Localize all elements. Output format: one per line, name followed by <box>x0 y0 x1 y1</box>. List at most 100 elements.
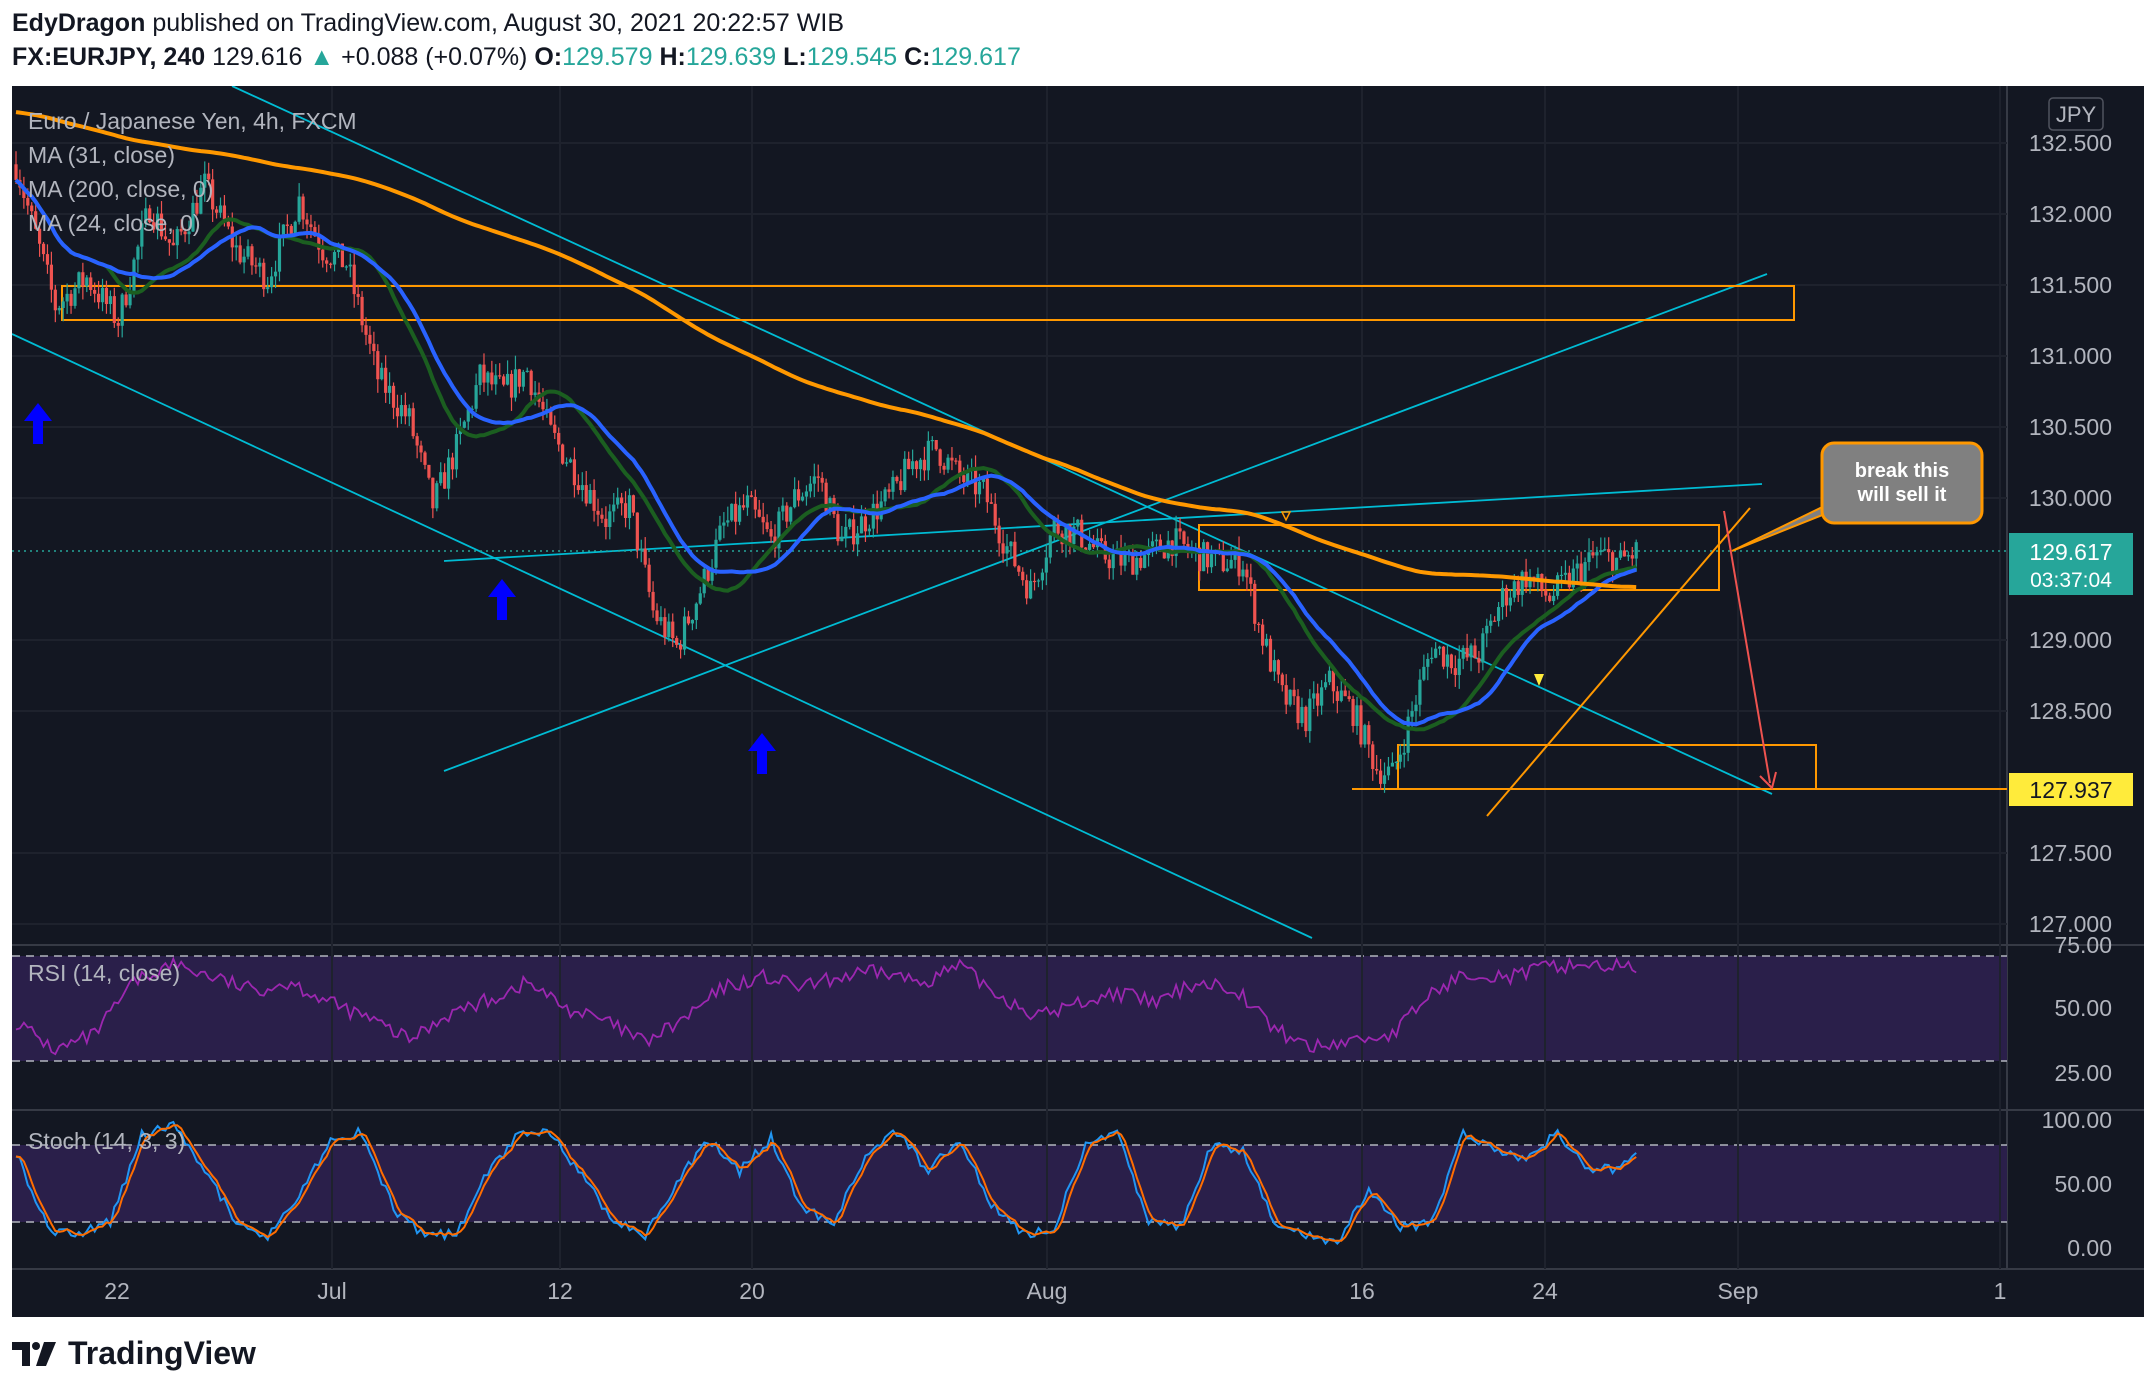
candle-body[interactable] <box>1032 580 1037 583</box>
candle-body[interactable] <box>57 307 61 311</box>
candle-body[interactable] <box>128 291 132 306</box>
candle-body[interactable] <box>1406 716 1410 753</box>
candle-body[interactable] <box>800 496 805 501</box>
candle-body[interactable] <box>1512 581 1516 598</box>
stoch-k-line[interactable] <box>15 1120 1637 1246</box>
candle-body[interactable] <box>26 198 30 206</box>
candle-body[interactable] <box>85 277 89 287</box>
candle-body[interactable] <box>1591 552 1595 556</box>
candle-body[interactable] <box>698 593 702 604</box>
tradingview-logo-icon[interactable] <box>12 1340 58 1368</box>
candle-body[interactable] <box>37 228 42 244</box>
candle-body[interactable] <box>482 364 486 383</box>
projection-arrow[interactable] <box>1723 510 1771 784</box>
candle-body[interactable] <box>1025 580 1029 599</box>
candle-body[interactable] <box>395 407 400 417</box>
candle-body[interactable] <box>53 289 57 311</box>
candle-body[interactable] <box>1253 583 1257 624</box>
candle-body[interactable] <box>529 370 533 396</box>
candle-body[interactable] <box>541 401 545 410</box>
candle-body[interactable] <box>1575 563 1579 569</box>
candle-body[interactable] <box>1386 766 1391 776</box>
candle-body[interactable] <box>403 405 407 417</box>
channel-lower-line[interactable] <box>11 333 1313 939</box>
candle-body[interactable] <box>1229 559 1233 569</box>
candle-body[interactable] <box>820 477 824 483</box>
candle-body[interactable] <box>289 225 293 234</box>
rsi-legend[interactable]: RSI (14, close) <box>28 960 180 986</box>
candle-body[interactable] <box>895 476 899 482</box>
candle-body[interactable] <box>930 440 934 442</box>
candle-body[interactable] <box>883 489 887 502</box>
candle-body[interactable] <box>427 464 431 478</box>
candle-body[interactable] <box>627 495 632 518</box>
candle-body[interactable] <box>1296 696 1300 724</box>
candle-body[interactable] <box>891 476 895 492</box>
candle-body[interactable] <box>769 529 773 537</box>
candle-body[interactable] <box>340 243 345 268</box>
candle-body[interactable] <box>1288 689 1292 705</box>
candle-body[interactable] <box>1422 666 1426 680</box>
candle-body[interactable] <box>356 294 360 297</box>
candle-body[interactable] <box>494 375 498 385</box>
candle-body[interactable] <box>1312 693 1316 699</box>
candle-body[interactable] <box>183 231 187 235</box>
candle-body[interactable] <box>124 294 128 306</box>
candle-body[interactable] <box>1335 691 1339 701</box>
candle-body[interactable] <box>659 617 663 622</box>
candle-body[interactable] <box>600 514 604 519</box>
candle-body[interactable] <box>1249 577 1253 584</box>
candle-body[interactable] <box>238 245 242 263</box>
candle-body[interactable] <box>1276 660 1280 675</box>
candle-body[interactable] <box>155 213 160 230</box>
candle-body[interactable] <box>561 444 565 464</box>
candle-body[interactable] <box>737 505 742 522</box>
ma200-legend[interactable]: MA (200, close, 0) <box>28 176 213 202</box>
candle-body[interactable] <box>1284 685 1288 705</box>
candle-body[interactable] <box>1052 520 1056 536</box>
candle-body[interactable] <box>69 293 73 306</box>
candle-body[interactable] <box>1068 525 1072 545</box>
candle-body[interactable] <box>1005 546 1009 554</box>
candle-body[interactable] <box>1614 557 1619 575</box>
ma24-legend[interactable]: MA (24, close, 0) <box>28 210 201 236</box>
candle-body[interactable] <box>1351 699 1355 726</box>
candle-body[interactable] <box>726 520 730 523</box>
candle-body[interactable] <box>443 472 447 489</box>
stoch-legend[interactable]: Stoch (14, 3, 3) <box>28 1128 185 1154</box>
candle-body[interactable] <box>612 504 616 512</box>
candle-body[interactable] <box>686 616 691 624</box>
candle-body[interactable] <box>1316 693 1320 706</box>
currency-badge[interactable] <box>2048 97 2104 131</box>
candle-body[interactable] <box>604 518 608 528</box>
candle-body[interactable] <box>474 385 478 409</box>
candle-body[interactable] <box>517 369 521 387</box>
candle-body[interactable] <box>918 459 923 470</box>
candle-body[interactable] <box>1103 541 1107 560</box>
candle-body[interactable] <box>745 495 750 508</box>
candle-body[interactable] <box>785 505 789 522</box>
level-badge[interactable] <box>2009 773 2133 806</box>
candle-body[interactable] <box>675 638 679 645</box>
moving-averages[interactable] <box>14 110 1638 732</box>
candle-body[interactable] <box>1618 550 1623 558</box>
candle-body[interactable] <box>1394 761 1398 763</box>
candle-body[interactable] <box>313 227 317 237</box>
candle-body[interactable] <box>533 392 537 396</box>
candle-body[interactable] <box>1398 754 1402 762</box>
candle-body[interactable] <box>1579 563 1583 583</box>
last-price-badge[interactable] <box>2009 533 2133 595</box>
candle-body[interactable] <box>179 229 183 232</box>
time-axis[interactable]: 22 Jul 12 20 Aug 16 24 Sep 1 <box>104 1278 2006 1304</box>
candle-body[interactable] <box>1571 568 1575 588</box>
candle-body[interactable] <box>167 239 171 243</box>
candle-body[interactable] <box>1174 528 1178 557</box>
candle-body[interactable] <box>61 301 65 308</box>
candle-body[interactable] <box>77 272 81 289</box>
candle-body[interactable] <box>89 277 93 290</box>
candle-body[interactable] <box>1595 552 1599 556</box>
candle-body[interactable] <box>950 457 954 461</box>
candle-body[interactable] <box>148 208 152 223</box>
candle-body[interactable] <box>1048 535 1052 558</box>
candle-body[interactable] <box>211 179 215 210</box>
